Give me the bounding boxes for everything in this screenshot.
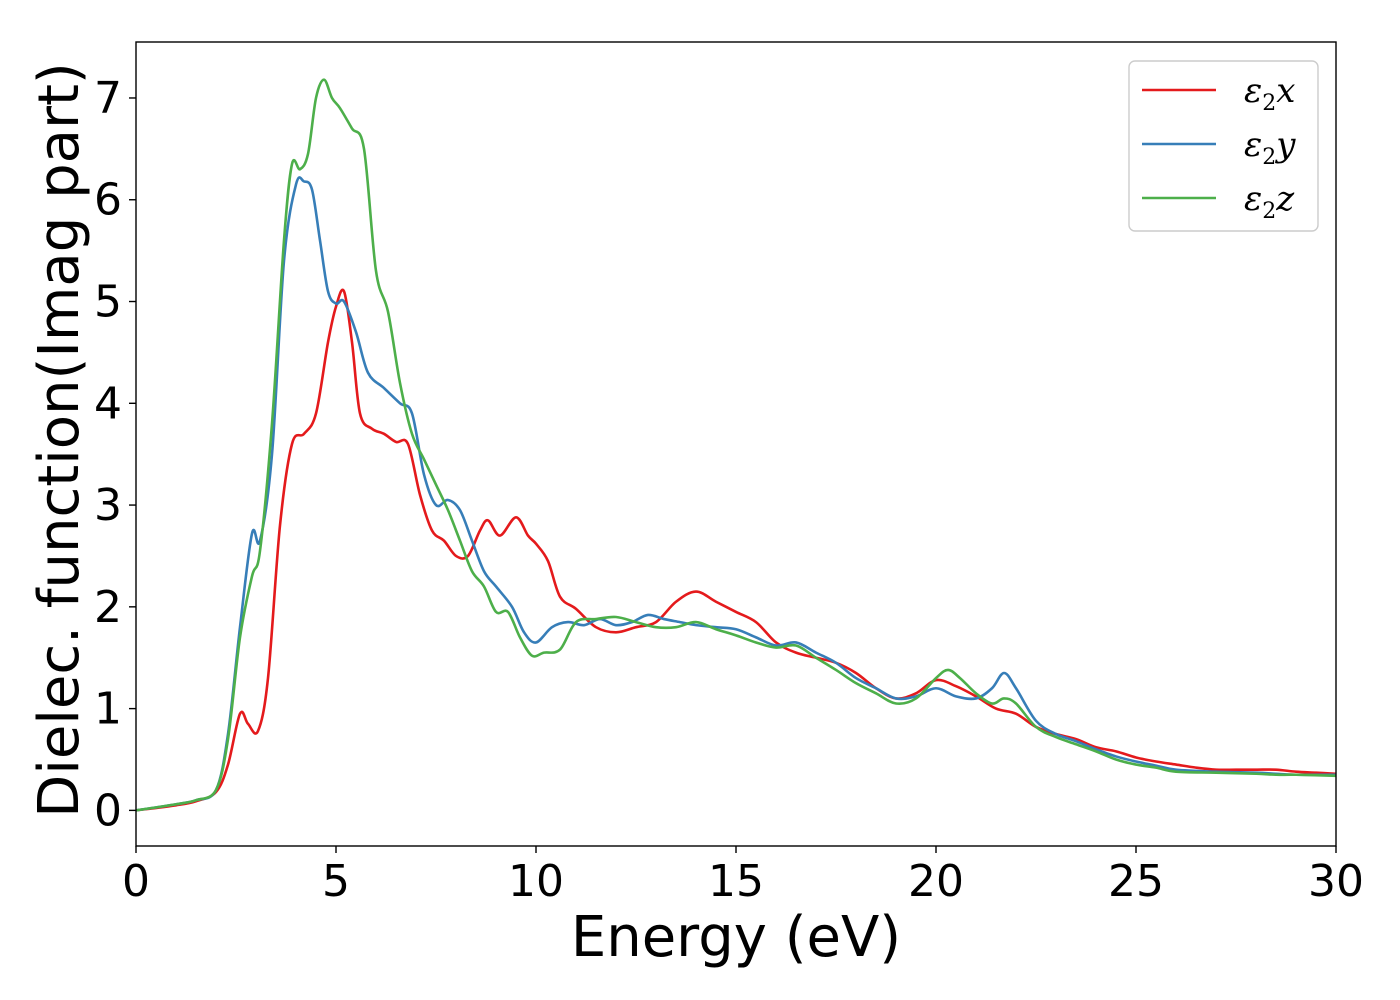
x-tick-label: 20	[908, 856, 964, 907]
y-tick-label: 1	[94, 684, 122, 735]
series-line-z	[136, 78, 1336, 812]
legend-symbol: ε	[1244, 71, 1262, 111]
legend-subscript: 2	[1262, 199, 1276, 224]
y-tick-label: 7	[94, 73, 122, 124]
x-axis-title: Energy (eV)	[571, 905, 901, 970]
x-tick-label: 15	[708, 856, 764, 907]
legend-symbol: ε	[1244, 125, 1262, 165]
y-tick-label: 4	[94, 378, 122, 429]
y-tick-label: 3	[94, 480, 122, 531]
y-tick-label: 5	[94, 277, 122, 328]
legend-suffix: y	[1274, 125, 1296, 165]
series-layer	[136, 78, 1336, 812]
y-tick-label: 0	[94, 785, 122, 836]
y-tick-label: 6	[94, 175, 122, 226]
x-tick-label: 5	[322, 856, 350, 907]
legend-label-x: ε2x	[1244, 71, 1295, 116]
x-tick-label: 0	[122, 856, 150, 907]
legend-symbol: ε	[1244, 179, 1262, 219]
y-axis-ticks: 0 1 2 3 4 5 6 7	[94, 73, 136, 836]
legend-box	[1128, 60, 1319, 232]
legend-label-z: ε2z	[1244, 179, 1295, 224]
x-tick-label: 30	[1308, 856, 1364, 907]
legend-suffix: z	[1275, 179, 1295, 219]
legend-suffix: x	[1276, 71, 1295, 111]
legend-subscript: 2	[1262, 145, 1276, 170]
y-tick-label: 2	[94, 582, 122, 633]
series-line-x	[136, 288, 1336, 812]
x-tick-label: 25	[1108, 856, 1164, 907]
x-axis-ticks: 0 5 10 15 20 25 30	[122, 846, 1364, 907]
x-tick-label: 10	[508, 856, 564, 907]
legend-label-y: ε2y	[1244, 125, 1296, 170]
legend-subscript: 2	[1262, 91, 1276, 116]
y-axis-title: Dielec. function(Imag part)	[27, 62, 92, 818]
